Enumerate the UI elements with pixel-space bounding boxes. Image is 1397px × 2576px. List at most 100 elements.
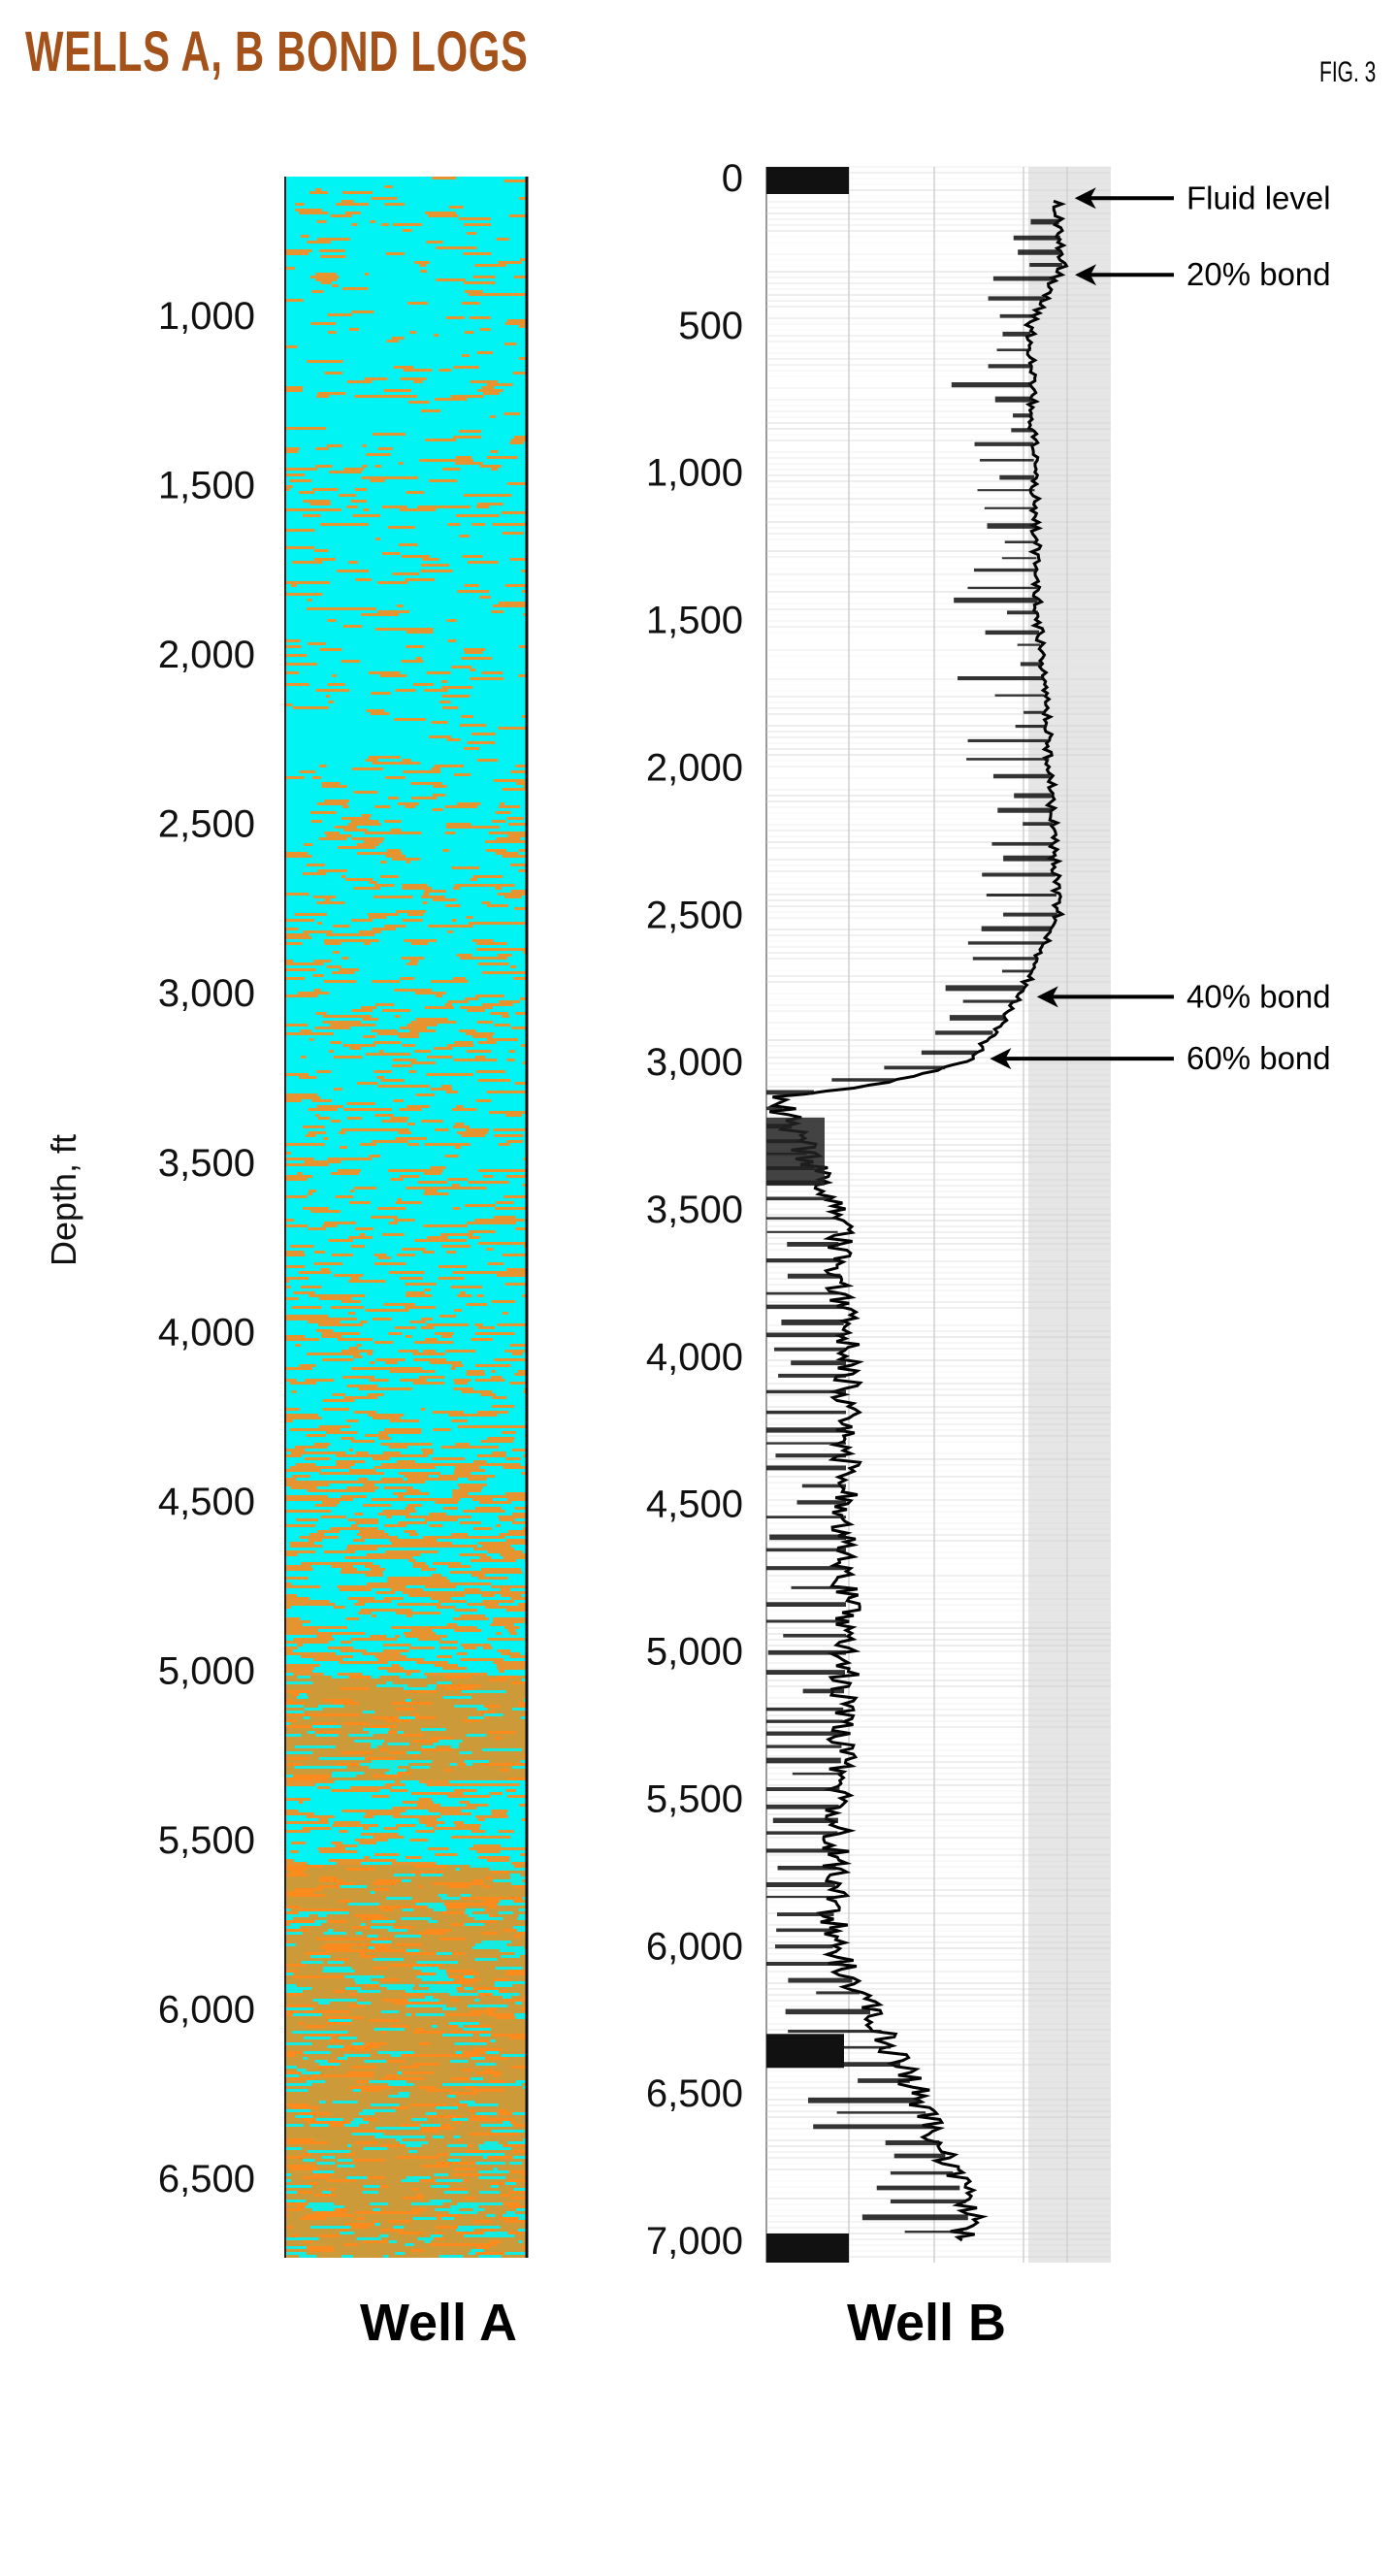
well-a-band (285, 2202, 527, 2205)
well-a-streak (318, 1425, 351, 1428)
well-a-band (285, 1894, 527, 1897)
well-a-streak (430, 1737, 454, 1740)
well-a-streak (411, 2118, 428, 2121)
well-a-streak (388, 2083, 414, 2086)
well-a-streak (454, 1609, 464, 1612)
well-a-streak (336, 1862, 362, 1865)
well-a-streak (424, 1518, 452, 1521)
well-a-band (285, 1885, 527, 1888)
well-a-streak (329, 1504, 338, 1507)
well-a-streak (515, 765, 527, 767)
well-a-streak (491, 2034, 523, 2037)
well-a-streak (478, 2144, 504, 2147)
well-a-streak (508, 2162, 523, 2165)
well-a-streak (506, 971, 527, 974)
well-a-streak (483, 2232, 508, 2234)
well-a-streak (290, 1245, 296, 1248)
well-a-streak (415, 2028, 424, 2031)
well-a-streak (467, 1009, 485, 1012)
well-a-streak (315, 1632, 334, 1635)
well-a-streak (491, 820, 506, 823)
well-a-band (285, 2170, 527, 2173)
well-a-streak (419, 2179, 436, 2182)
well-a-streak (303, 1125, 325, 1128)
well-a-streak (416, 1961, 429, 1964)
well-a-streak (292, 1975, 313, 1978)
well-a-streak (374, 1879, 387, 1882)
well-a-streak (312, 776, 321, 779)
well-a-tick-label: 1,000 (158, 295, 255, 338)
well-a-streak (426, 1929, 453, 1932)
well-a-streak (348, 1469, 376, 1472)
well-a-streak (461, 1690, 489, 1693)
well-a-streak (302, 2153, 312, 2156)
well-a-streak (415, 770, 441, 773)
well-a-streak (502, 855, 527, 858)
well-a-streak (370, 2086, 392, 2089)
well-a-streak (445, 904, 461, 907)
well-a-band (285, 2121, 527, 2124)
well-a-streak (414, 261, 430, 264)
well-a-streak (285, 593, 315, 596)
well-a-streak (303, 1207, 319, 1210)
well-a-streak (289, 479, 312, 482)
well-a-streak (285, 1987, 312, 1990)
well-a-streak (486, 1248, 494, 1251)
well-a-streak (364, 1856, 371, 1859)
well-a-streak (368, 2045, 379, 2048)
well-a-streak (478, 395, 484, 398)
well-a-streak (508, 823, 527, 826)
well-a-streak (332, 971, 355, 974)
well-a-streak (467, 1603, 500, 1606)
well-a-streak (327, 2060, 344, 2063)
well-a-band (285, 1981, 527, 1984)
well-a-streak (481, 1003, 513, 1006)
well-a-streak (285, 1626, 315, 1629)
well-a-streak (433, 1882, 445, 1885)
well-a-streak (371, 1614, 376, 1617)
well-a-streak (479, 2191, 501, 2194)
well-a-streak (483, 1230, 496, 1233)
well-a-streak (414, 992, 446, 995)
well-a-band (285, 2246, 527, 2249)
well-a-streak (317, 1705, 344, 1708)
well-a-streak (375, 1938, 393, 1940)
well-a-streak (504, 1568, 521, 1571)
well-a-streak (308, 642, 326, 645)
well-a-streak (396, 1612, 414, 1614)
well-a-streak (490, 1475, 496, 1478)
well-a-streak (384, 925, 406, 928)
well-a-streak (327, 683, 345, 686)
well-a-band (285, 1946, 527, 1949)
well-a-band (285, 1888, 527, 1891)
well-a-streak (351, 837, 385, 840)
well-a-streak (380, 1079, 405, 1082)
well-a-streak (339, 968, 360, 971)
well-a-streak (503, 1996, 512, 1999)
well-a-streak (362, 2240, 389, 2243)
well-a-streak (285, 703, 293, 706)
well-a-streak (420, 1748, 453, 1751)
well-a-streak (353, 1539, 365, 1542)
well-a-streak (285, 2202, 302, 2205)
well-a-streak (445, 1906, 467, 1908)
well-a-streak (455, 1443, 471, 1446)
well-a-streak (410, 1021, 437, 1024)
well-a-streak (372, 1775, 402, 1777)
well-a-streak (343, 1396, 354, 1399)
well-a-streak (398, 1521, 428, 1524)
well-a-streak (307, 1655, 338, 1658)
well-a-streak (418, 2086, 437, 2089)
well-a-streak (479, 1059, 498, 1061)
well-a-streak (432, 1457, 466, 1460)
well-a-streak (342, 846, 371, 849)
well-a-streak (471, 1830, 486, 1833)
well-a-streak (374, 1574, 383, 1577)
well-a-streak (453, 2121, 462, 2124)
well-a-streak (336, 1527, 363, 1530)
well-a-streak (313, 1251, 326, 1254)
well-a-streak (476, 1708, 488, 1711)
well-a-band (285, 2010, 527, 2013)
well-a-streak (518, 869, 527, 872)
well-a-streak (482, 1070, 506, 1073)
